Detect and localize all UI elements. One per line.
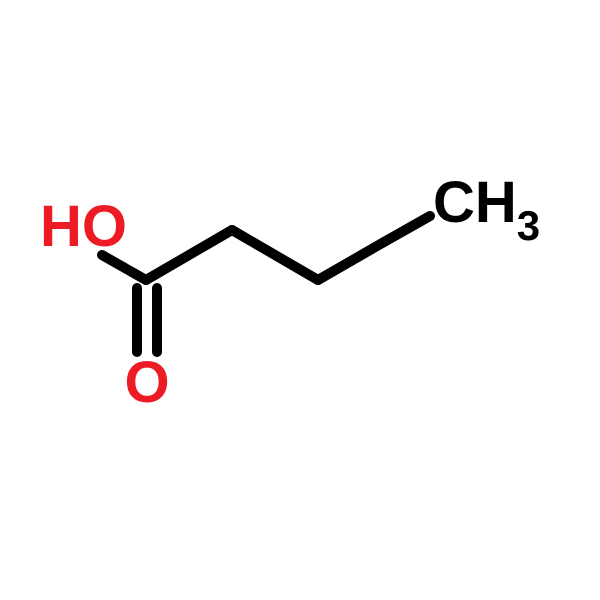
chemical-structure-diagram: HO O CH3 [0,0,600,600]
bond-line [384,216,430,242]
atom-label: CH3 [433,170,540,249]
bond-line [318,242,384,280]
bond-lines [102,216,430,352]
atom-label: HO [40,194,127,259]
atom-labels: HO O CH3 [40,170,540,415]
bond-line [232,230,318,280]
atom-label: O [124,350,169,415]
bond-line [146,230,232,280]
